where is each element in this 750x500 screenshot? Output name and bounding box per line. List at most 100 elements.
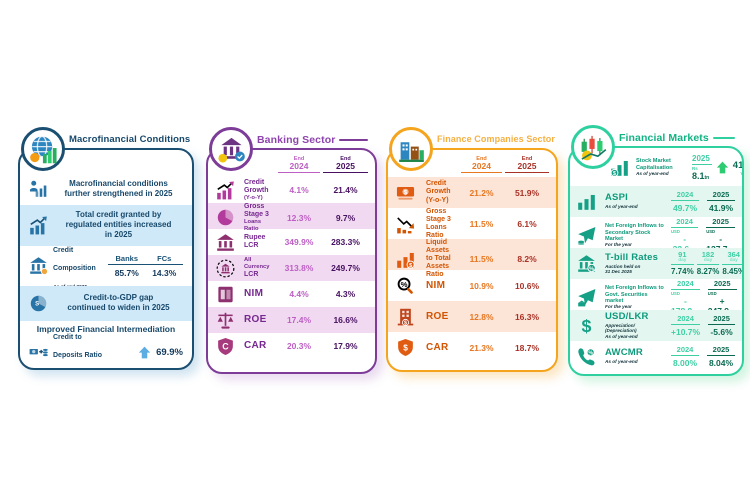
appreciation-note: Appreciation/ (Depreciation) [605, 322, 637, 334]
value-end-2024: 313.8% [284, 263, 314, 273]
statement-line: further strengthened in 2025 [64, 188, 173, 198]
metric-label-line1: ROE [244, 314, 267, 326]
statement-line: in 2025 [104, 230, 133, 240]
finance-row-car: $ CAR 21.3% 18.7% [388, 332, 556, 363]
header-year: 2025 [336, 160, 355, 171]
panel-finance-companies-sector: Finance Companies Sector End 2024 End 20… [386, 127, 558, 372]
metric-label: ASPI As of year-end [605, 192, 667, 209]
value-end-2025: 283.3% [331, 237, 360, 247]
value-end-2025: 4.3% [335, 289, 356, 299]
finance-row-liquid-assets: $ Liquid Assets to Total Assets Ratio 11.5… [388, 239, 556, 278]
header-year: 2024 [472, 160, 491, 171]
metric-label-line2: Secondary Stock Market [605, 229, 651, 242]
all-currency-lcr-icon [216, 259, 235, 278]
metric-label: ROE [244, 314, 275, 326]
auction-note-line1: Auction held on [605, 263, 641, 269]
value-2025: 8.04% [708, 358, 734, 368]
as-of-note: As of year-end [636, 171, 669, 177]
metric-label: T-bill Rates Auction held on 31 Dec 2025 [605, 252, 667, 275]
metric-label-line2: Govt. Securities market [605, 291, 648, 304]
markets-row-foreign-inflows-govt: Net Foreign Inflows to Govt. Securities … [570, 279, 742, 316]
as-of-note: As of year-end [605, 359, 638, 365]
credit-deposits-value: 69.9% [156, 347, 183, 358]
tenor-days: 182 [701, 249, 715, 259]
chart-coin-icon: $ [396, 250, 415, 268]
period-note: For the year [605, 242, 632, 248]
awcmr-values: 2024 8.00% 2025 8.04% [671, 345, 735, 368]
svg-text:$: $ [582, 316, 592, 335]
yoy-change-value: 41.7% [732, 159, 742, 171]
metric-label-line1: Credit Growth [244, 178, 269, 194]
banking-column-headers: End 2024 End 2025 [208, 152, 375, 177]
tenor-91-day: 91 day 7.74% [671, 251, 694, 277]
title-rule [339, 138, 368, 142]
rupee-lcr-bank-icon [216, 233, 235, 252]
svg-text:%: % [589, 266, 594, 272]
metric-label-line1: Net Foreign Inflows to [605, 223, 664, 230]
metric-label: NIM [426, 280, 458, 292]
buildings-icon [398, 141, 424, 162]
plane-bank-icon [578, 288, 596, 307]
macro-intermediation-heading: Improved Financial Intermediation [20, 321, 192, 337]
metric-label-line1: Credit [426, 180, 447, 188]
value-end-2025: 16.3% [514, 311, 540, 322]
finance-row-roe: $ ROE 12.8% 16.3% [388, 301, 556, 332]
metric-label: All Currency LCR [244, 257, 275, 278]
financial-markets-badge [571, 125, 615, 169]
value-end-2025: 8.2% [517, 254, 537, 265]
credit-growth-chart-icon [29, 216, 48, 235]
metric-label: Net Foreign Inflows to Govt. Securities … [605, 285, 667, 310]
header-prefix: End [521, 155, 533, 162]
svg-text:$: $ [404, 190, 408, 196]
value-end-2025: 6.1% [517, 219, 537, 230]
metric-label-line2: Loans Ratio [426, 224, 447, 240]
metric-label: Stock Market Capitalisation As of year-e… [636, 158, 688, 176]
roe-scale-icon [216, 311, 235, 330]
change-block: 41.7% Y-o-Y [733, 160, 742, 176]
as-of-note: As of year-end [605, 333, 638, 339]
metric-label: USD/LKR Appreciation/ (Depreciation) As … [605, 311, 667, 339]
year-header: 2025 [706, 217, 735, 228]
metric-label-line1: Liquid Assets [426, 239, 449, 255]
metric-label-line3: Assets Ratio [426, 263, 449, 279]
tenor-days: 364 [727, 249, 740, 259]
table-header-row: Banks FCs [108, 254, 183, 266]
value-end-2024: 17.4% [286, 315, 312, 325]
banking-row-nim: NIM 4.4% 4.3% [208, 281, 375, 307]
value-end-2025: 10.6% [514, 280, 540, 291]
metric-label: AWCMR As of year-end [605, 347, 667, 365]
panel-financial-markets: Financial Markets $ Stock Market Capital… [568, 125, 744, 376]
tenor-rate: 7.74% [671, 267, 694, 277]
period-note: For the year [605, 304, 632, 310]
plane-coins-icon [578, 226, 596, 245]
car-shield-icon: C [216, 337, 235, 356]
metric-label: Rupee LCR [244, 234, 275, 250]
up-arrow-icon [138, 346, 151, 359]
year-header: 2024 [671, 314, 701, 325]
value-end-2024: 20.3% [286, 341, 312, 351]
value-end-2024: 21.3% [469, 342, 494, 353]
col-2024: 2024 8.00% [671, 345, 699, 368]
panel-banking-sector: Banking Sector End 2024 End 2025 Credit … [206, 127, 377, 374]
banking-row-credit-growth: Credit Growth (Y-o-Y) 4.1% 21.4% [208, 177, 375, 203]
tenor-unit: day [722, 258, 742, 266]
metric-label-line1: Gross Stage 3 [426, 208, 451, 224]
header-prefix: End [340, 155, 351, 162]
banknote-to-coins-icon [29, 343, 48, 362]
macro-header: Macrofinancial Conditions [69, 134, 190, 145]
col-header-end-2024: End 2024 [278, 156, 320, 174]
col-2025: 2025 41.9% [707, 190, 735, 213]
metric-label-line1: ASPI [605, 192, 628, 204]
svg-text:C: C [222, 341, 229, 351]
year-header: 2025 [707, 279, 737, 290]
metric-label-line1: All Currency [244, 257, 270, 270]
year-header: 2025 [692, 154, 712, 165]
col-header-end-2025: End 2025 [323, 155, 368, 174]
value-end-2025: 249.7% [331, 263, 360, 273]
stock-market-cap-icon: $ [610, 158, 629, 177]
tenor-rate: 8.27% [696, 267, 720, 277]
metric-label: Liquid Assets to Total Assets Ratio [426, 239, 458, 279]
metric-label: Net Foreign Inflows to Secondary Stock M… [605, 223, 667, 248]
macro-statement-total-credit: Total credit granted by regulated entiti… [20, 204, 192, 246]
